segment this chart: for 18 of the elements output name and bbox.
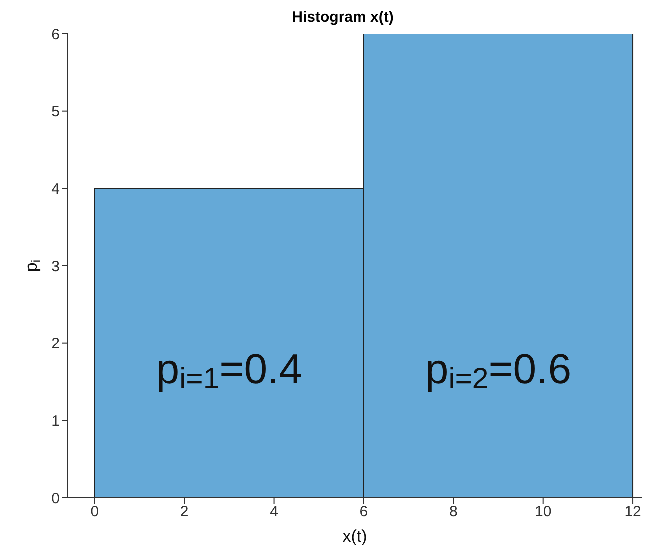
y-tick-label: 1	[52, 412, 60, 430]
y-tick-label: 0	[52, 490, 60, 508]
x-tick-label: 10	[535, 504, 552, 521]
y-tick-label: 2	[52, 336, 60, 353]
y-tick-label: 3	[52, 258, 60, 276]
x-tick-label: 2	[180, 504, 189, 521]
x-tick-label: 8	[449, 504, 458, 521]
x-tick-label: 6	[360, 504, 368, 521]
x-tick-label: 0	[90, 504, 100, 521]
y-tick-label: 4	[52, 180, 60, 198]
annotation: p$_{i=1}$=0.4	[156, 346, 303, 396]
y-tick-label: 5	[52, 104, 60, 121]
chart-title: Histogram x(t)	[292, 9, 394, 26]
x-tick-label: 4	[270, 504, 278, 521]
annotation: p$_{i=2}$=0.6	[425, 346, 572, 396]
x-tick-label: 12	[624, 504, 642, 521]
y-tick-label: 6	[52, 26, 60, 44]
x-axis-title: x(t)	[342, 527, 368, 546]
